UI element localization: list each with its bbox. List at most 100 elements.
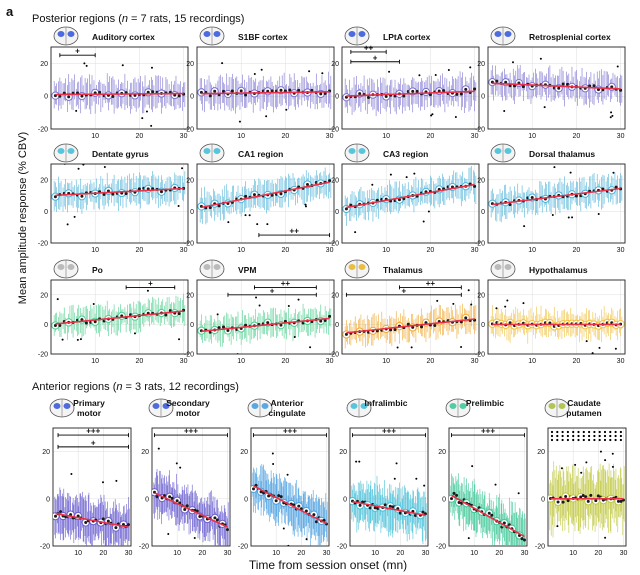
significance-label: ++: [290, 227, 300, 236]
data-point: [411, 89, 415, 93]
significance-bar: +++: [352, 427, 426, 438]
brain-region-right: [358, 31, 366, 37]
outlier-point: [610, 111, 613, 114]
data-point: [225, 528, 229, 532]
outlier-point: [430, 114, 433, 117]
data-point: [111, 192, 115, 196]
data-point: [319, 92, 323, 96]
outlier-point: [355, 460, 358, 463]
y-tick-label: 20: [331, 177, 339, 184]
outlier-point: [178, 338, 181, 341]
significance-bar: +++: [154, 427, 228, 438]
data-point: [383, 503, 387, 507]
x-tick-label: 20: [135, 358, 143, 365]
outlier-point: [282, 527, 285, 530]
posterior-title: Posterior regions (n = 7 rats, 15 record…: [32, 13, 244, 25]
outlier-point: [577, 430, 580, 434]
significance-label: ++: [281, 279, 291, 288]
x-tick-label: 10: [528, 358, 536, 365]
y-tick-label: 20: [40, 61, 48, 68]
brain-region-right: [63, 403, 71, 409]
significance-bar: +++: [253, 427, 327, 438]
trend-line: [201, 317, 330, 333]
outlier-point: [61, 338, 64, 341]
y-tick-label: -20: [329, 127, 339, 134]
data-point: [520, 537, 524, 541]
trend-line: [451, 494, 525, 538]
x-tick-label: 20: [572, 247, 580, 254]
x-tick-label: 30: [326, 358, 334, 365]
outlier-point: [614, 430, 617, 434]
data-point: [442, 89, 446, 93]
data-point: [522, 538, 526, 542]
data-point: [177, 94, 181, 98]
brain-region-left: [494, 148, 502, 154]
trend-line: [492, 82, 621, 90]
brain-region-right: [358, 264, 366, 270]
outlier-point: [297, 298, 300, 301]
data-point: [84, 321, 88, 325]
outlier-point: [614, 434, 617, 438]
y-tick-label: 20: [339, 449, 347, 456]
y-tick-label: 0: [244, 496, 248, 503]
data-point: [358, 503, 362, 507]
outlier-point: [616, 65, 619, 68]
outlier-point: [582, 430, 585, 434]
outlier-point: [175, 462, 178, 465]
outlier-point: [598, 346, 601, 349]
data-point: [163, 494, 167, 498]
trend-line: [55, 187, 184, 197]
plot-frame: [487, 279, 626, 355]
outlier-point: [612, 171, 615, 174]
data-point: [93, 320, 97, 324]
data-point: [619, 499, 623, 503]
grid: [51, 164, 188, 244]
outlier-point: [569, 171, 572, 174]
x-tick-label: 30: [617, 358, 625, 365]
brain-region-left: [348, 148, 356, 154]
x-tick-label: 20: [281, 358, 289, 365]
data-point: [464, 87, 468, 91]
outlier-point: [150, 124, 153, 127]
significance-label: +++: [283, 427, 297, 436]
data-point: [344, 332, 348, 336]
data-point: [279, 88, 283, 92]
outlier-point: [255, 296, 258, 299]
outlier-point: [609, 438, 612, 442]
brain-region-left: [203, 264, 211, 270]
plot-area: [51, 289, 186, 341]
outlier-point: [71, 548, 73, 550]
x-tick-label: 20: [594, 550, 602, 557]
plot-frame: [196, 46, 335, 130]
outlier-point: [603, 430, 607, 434]
chart-panel-dentate: Dentate gyrus -20 0 20 10 20 30: [38, 143, 189, 254]
plot-area: [342, 66, 477, 118]
data-point: [530, 196, 534, 200]
x-tick-label: 10: [74, 550, 82, 557]
data-point: [208, 206, 212, 210]
y-tick-label: 20: [331, 61, 339, 68]
y-tick-label: 0: [190, 94, 194, 101]
data-series: [152, 447, 229, 546]
outlier-point: [133, 332, 136, 335]
chart-panel-auditory: Auditory cortex -20 0 20 10 20 30 +: [38, 26, 189, 140]
data-point: [155, 495, 159, 499]
outlier-point: [260, 68, 263, 71]
outlier-point: [244, 214, 247, 217]
chart-title: VPM: [238, 265, 256, 275]
outlier-point: [454, 115, 457, 118]
data-point: [244, 93, 248, 97]
outlier-point: [193, 536, 196, 539]
y-tick-label: 0: [190, 209, 194, 216]
outlier-point: [447, 68, 450, 71]
y-tick-label: -20: [436, 544, 446, 551]
y-tick-label: -20: [238, 544, 248, 551]
plot-area: [251, 452, 328, 546]
y-tick-label: 0: [190, 322, 194, 329]
data-point: [208, 94, 212, 98]
chart-title: Auditory cortex: [92, 32, 155, 42]
trend-line: [253, 485, 327, 525]
data-point: [424, 321, 428, 325]
outlier-point: [619, 434, 623, 438]
